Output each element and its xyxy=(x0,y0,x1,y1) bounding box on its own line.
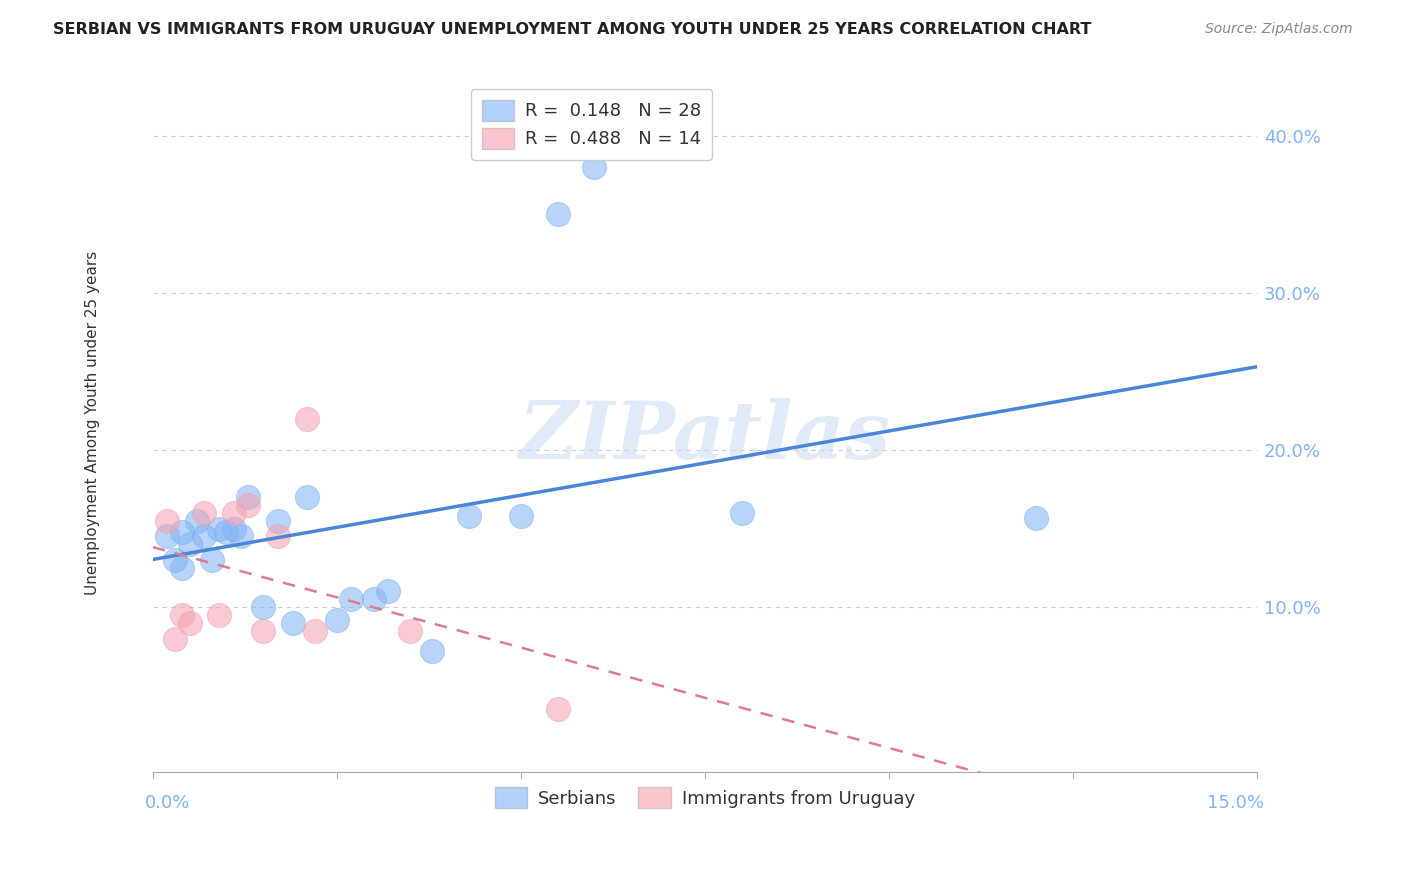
Point xyxy=(172,561,194,575)
Point xyxy=(547,702,569,716)
Point xyxy=(583,160,606,174)
Point xyxy=(208,522,231,536)
Text: 15.0%: 15.0% xyxy=(1208,795,1264,813)
Point xyxy=(509,508,531,523)
Point xyxy=(304,624,326,638)
Point xyxy=(172,607,194,622)
Point xyxy=(377,584,399,599)
Point xyxy=(238,490,260,504)
Point xyxy=(215,524,238,539)
Legend: Serbians, Immigrants from Uruguay: Serbians, Immigrants from Uruguay xyxy=(488,780,922,815)
Point xyxy=(422,644,444,658)
Point xyxy=(156,514,179,528)
Point xyxy=(201,553,224,567)
Text: ZIPatlas: ZIPatlas xyxy=(519,398,891,475)
Point xyxy=(208,607,231,622)
Point xyxy=(163,632,186,646)
Point xyxy=(222,522,245,536)
Point xyxy=(193,529,215,543)
Point xyxy=(179,615,201,630)
Point xyxy=(156,529,179,543)
Point xyxy=(163,553,186,567)
Point xyxy=(179,537,201,551)
Point xyxy=(458,508,481,523)
Point xyxy=(267,529,290,543)
Point xyxy=(193,506,215,520)
Point xyxy=(363,592,385,607)
Point xyxy=(229,529,252,543)
Point xyxy=(326,613,349,627)
Text: 0.0%: 0.0% xyxy=(145,795,191,813)
Point xyxy=(1025,510,1047,524)
Point xyxy=(267,514,290,528)
Point xyxy=(252,600,274,615)
Point xyxy=(281,615,304,630)
Text: Source: ZipAtlas.com: Source: ZipAtlas.com xyxy=(1205,22,1353,37)
Text: SERBIAN VS IMMIGRANTS FROM URUGUAY UNEMPLOYMENT AMONG YOUTH UNDER 25 YEARS CORRE: SERBIAN VS IMMIGRANTS FROM URUGUAY UNEMP… xyxy=(53,22,1092,37)
Point xyxy=(186,514,208,528)
Point xyxy=(399,624,422,638)
Point xyxy=(297,490,319,504)
Point xyxy=(252,624,274,638)
Point xyxy=(730,506,752,520)
Point xyxy=(172,524,194,539)
Text: Unemployment Among Youth under 25 years: Unemployment Among Youth under 25 years xyxy=(84,251,100,595)
Point xyxy=(222,506,245,520)
Point xyxy=(238,498,260,512)
Point xyxy=(340,592,363,607)
Point xyxy=(297,411,319,425)
Point xyxy=(547,207,569,221)
